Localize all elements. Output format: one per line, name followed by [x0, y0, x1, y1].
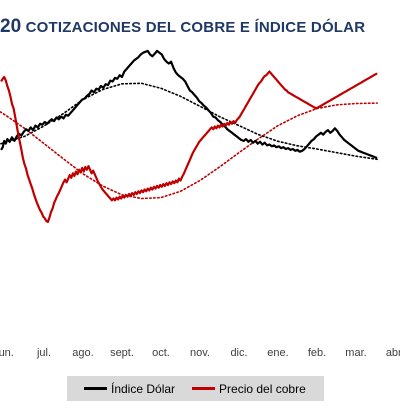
- legend-swatch-dollar: [84, 387, 107, 390]
- x-tick-label: nov.: [190, 347, 210, 359]
- x-tick-label: oct.: [152, 347, 170, 359]
- legend-item-copper: Precio del cobre: [192, 382, 306, 396]
- x-tick-label: jun.: [0, 347, 14, 359]
- x-tick-label: jul.: [36, 347, 51, 359]
- legend-item-dollar: Índice Dólar: [84, 382, 175, 396]
- series-line-tendencia-precio-del-cobre: [0, 102, 378, 200]
- x-tick-label: abr.: [386, 347, 400, 359]
- series-line-precio-del-cobre: [0, 70, 378, 223]
- x-tick-label: ene.: [267, 347, 288, 359]
- plot-area: [0, 49, 378, 223]
- chart-title-text: COTIZACIONES DEL COBRE E ÍNDICE DÓLAR: [25, 19, 366, 36]
- chart-title: 20 COTIZACIONES DEL COBRE E ÍNDICE DÓLAR: [0, 16, 400, 46]
- x-tick-label: mar.: [345, 347, 366, 359]
- series-line-índice-dólar: [0, 49, 378, 160]
- x-tick-label: dic.: [230, 347, 247, 359]
- x-tick-label: sept.: [110, 347, 134, 359]
- x-tick-label: feb.: [308, 347, 326, 359]
- legend-label-dollar: Índice Dólar: [111, 381, 176, 396]
- legend-swatch-copper: [192, 387, 216, 390]
- series-line-tendencia-índice-dólar: [0, 82, 378, 161]
- chart-title-number: 20: [0, 16, 22, 37]
- legend: Índice Dólar Precio del cobre: [67, 376, 324, 401]
- legend-label-copper: Precio del cobre: [219, 381, 306, 396]
- x-tick-label: ago.: [72, 347, 93, 359]
